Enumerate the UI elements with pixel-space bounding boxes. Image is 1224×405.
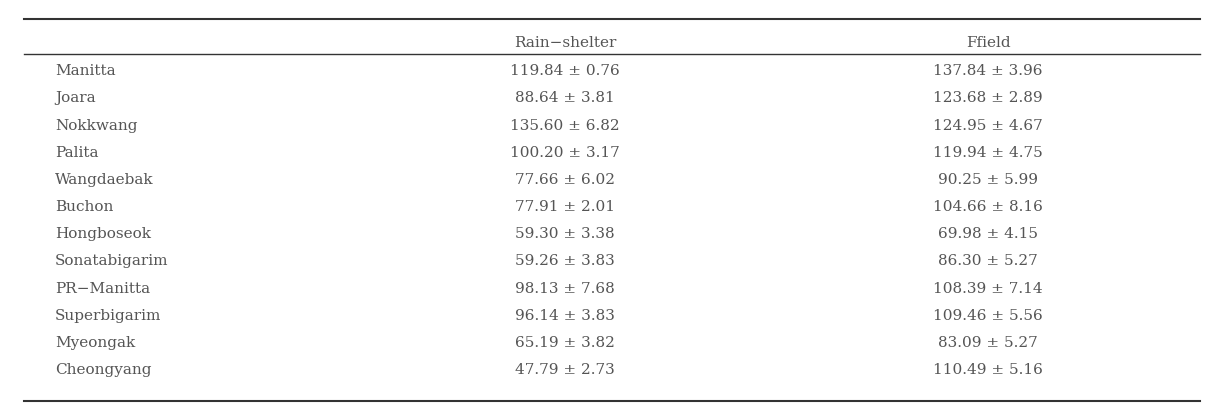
Text: 124.95 ± 4.67: 124.95 ± 4.67 — [933, 118, 1043, 132]
Text: Manitta: Manitta — [55, 64, 116, 78]
Text: 65.19 ± 3.82: 65.19 ± 3.82 — [515, 335, 614, 349]
Text: 77.91 ± 2.01: 77.91 ± 2.01 — [515, 200, 614, 213]
Text: Superbigarim: Superbigarim — [55, 308, 162, 322]
Text: Hongboseok: Hongboseok — [55, 227, 151, 241]
Text: 137.84 ± 3.96: 137.84 ± 3.96 — [933, 64, 1043, 78]
Text: 110.49 ± 5.16: 110.49 ± 5.16 — [933, 362, 1043, 376]
Text: Buchon: Buchon — [55, 200, 114, 213]
Text: Sonatabigarim: Sonatabigarim — [55, 254, 169, 268]
Text: 123.68 ± 2.89: 123.68 ± 2.89 — [933, 91, 1043, 105]
Text: 47.79 ± 2.73: 47.79 ± 2.73 — [515, 362, 614, 376]
Text: Rain−shelter: Rain−shelter — [514, 36, 616, 50]
Text: 90.25 ± 5.99: 90.25 ± 5.99 — [938, 173, 1038, 186]
Text: 69.98 ± 4.15: 69.98 ± 4.15 — [938, 227, 1038, 241]
Text: 104.66 ± 8.16: 104.66 ± 8.16 — [933, 200, 1043, 213]
Text: Joara: Joara — [55, 91, 95, 105]
Text: 119.94 ± 4.75: 119.94 ± 4.75 — [933, 145, 1043, 160]
Text: Cheongyang: Cheongyang — [55, 362, 152, 376]
Text: Wangdaebak: Wangdaebak — [55, 173, 154, 186]
Text: Palita: Palita — [55, 145, 99, 160]
Text: Nokkwang: Nokkwang — [55, 118, 137, 132]
Text: 96.14 ± 3.83: 96.14 ± 3.83 — [515, 308, 614, 322]
Text: 88.64 ± 3.81: 88.64 ± 3.81 — [515, 91, 614, 105]
Text: 108.39 ± 7.14: 108.39 ± 7.14 — [933, 281, 1043, 295]
Text: 98.13 ± 7.68: 98.13 ± 7.68 — [515, 281, 614, 295]
Text: 59.26 ± 3.83: 59.26 ± 3.83 — [515, 254, 614, 268]
Text: 135.60 ± 6.82: 135.60 ± 6.82 — [510, 118, 619, 132]
Text: 119.84 ± 0.76: 119.84 ± 0.76 — [510, 64, 619, 78]
Text: PR−Manitta: PR−Manitta — [55, 281, 151, 295]
Text: 83.09 ± 5.27: 83.09 ± 5.27 — [938, 335, 1038, 349]
Text: 59.30 ± 3.38: 59.30 ± 3.38 — [515, 227, 614, 241]
Text: 77.66 ± 6.02: 77.66 ± 6.02 — [515, 173, 614, 186]
Text: Ffield: Ffield — [966, 36, 1010, 50]
Text: 109.46 ± 5.56: 109.46 ± 5.56 — [933, 308, 1043, 322]
Text: 86.30 ± 5.27: 86.30 ± 5.27 — [938, 254, 1038, 268]
Text: 100.20 ± 3.17: 100.20 ± 3.17 — [510, 145, 619, 160]
Text: Myeongak: Myeongak — [55, 335, 136, 349]
